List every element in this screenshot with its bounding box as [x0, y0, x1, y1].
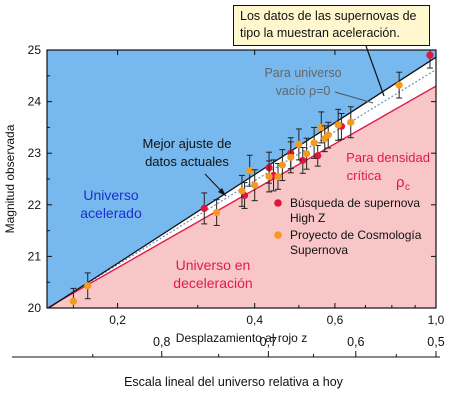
- x-tick-label-3: 1,0: [428, 313, 445, 327]
- empty-universe-label-line-1: Para universo: [264, 66, 341, 80]
- decelerating-label-line-2: deceleración: [173, 275, 252, 291]
- secondary-tick-label-3: 0,5: [427, 335, 444, 349]
- data-point-s1-9: [287, 153, 295, 161]
- y-tick-label-4: 24: [28, 95, 42, 109]
- data-point-s1-17: [347, 118, 355, 126]
- x-tick-label-2: 0,6: [327, 313, 344, 327]
- data-point-s0-0: [200, 204, 208, 213]
- accelerating-label-line-1: Universo: [83, 187, 138, 203]
- data-point-s1-3: [238, 187, 246, 195]
- secondary-tick-label-1: 0,7: [260, 335, 277, 349]
- y-tick-label-3: 23: [28, 146, 42, 160]
- data-point-s0-8: [426, 51, 434, 59]
- callout-pointer: [365, 45, 385, 97]
- best-fit-label-line-2: datos actuales: [145, 154, 229, 169]
- legend-label-1-line-1: Proyecto de Cosmología: [290, 228, 422, 242]
- x-tick-label-1: 0,4: [246, 313, 263, 327]
- data-point-s0-5: [299, 156, 307, 165]
- data-point-s1-4: [246, 167, 254, 175]
- data-point-s1-11: [303, 150, 311, 158]
- legend-marker-0: [274, 199, 282, 207]
- y-tick-label-2: 22: [28, 198, 42, 212]
- accelerating-label-line-2: acelerado: [80, 205, 142, 221]
- data-point-s1-10: [295, 140, 303, 149]
- empty-universe-pointer: [334, 91, 374, 104]
- data-point-s1-16: [334, 121, 342, 129]
- callout-line-2: tipo la muestran aceleración.: [240, 26, 400, 40]
- y-axis-label: Magnitud observada: [3, 124, 17, 233]
- y-tick-label-5: 25: [28, 43, 42, 57]
- x-tick-label-0: 0,2: [109, 313, 126, 327]
- data-point-s1-6: [265, 172, 273, 181]
- decelerating-label-line-1: Universo en: [176, 257, 251, 273]
- data-point-s1-12: [310, 139, 318, 147]
- critical-density-symbol-sub: c: [405, 182, 410, 193]
- data-point-s0-6: [314, 152, 322, 160]
- data-point-s1-13: [317, 123, 325, 131]
- empty-universe-label-line-2: vacío ρ=0: [276, 84, 331, 98]
- callout-box: Los datos de las supernovas de tipo la m…: [233, 5, 430, 46]
- x-axis-label: Desplazamiento al rojo z: [176, 331, 307, 345]
- critical-density-label-line-2: crítica: [347, 168, 382, 183]
- secondary-tick-label-2: 0,6: [347, 335, 364, 349]
- best-fit-pointer-head: [218, 188, 226, 196]
- legend-label-0-line-2: High Z: [290, 211, 325, 225]
- legend-label-1-line-2: Supernova: [290, 243, 348, 257]
- y-tick-label-0: 20: [28, 301, 42, 315]
- critical-density-label-line-1: Para densidad: [346, 150, 430, 165]
- data-point-s1-8: [278, 161, 286, 169]
- data-point-s1-1: [84, 282, 92, 290]
- secondary-tick-label-0: 0,8: [153, 335, 170, 349]
- data-point-s1-5: [251, 181, 259, 189]
- secondary-axis-label: Escala lineal del universo relativa a ho…: [124, 375, 344, 389]
- data-point-s1-15: [324, 131, 332, 139]
- y-tick-label-1: 21: [28, 249, 42, 263]
- legend-marker-1: [274, 231, 282, 239]
- legend-label-0-line-1: Búsqueda de supernova: [290, 196, 420, 210]
- data-point-s1-2: [213, 208, 221, 217]
- best-fit-label-line-1: Mejor ajuste de: [143, 136, 232, 151]
- critical-density-symbol: ρ: [396, 174, 405, 191]
- data-point-s1-0: [69, 297, 78, 305]
- data-point-s1-7: [274, 172, 282, 181]
- data-point-s1-18: [395, 81, 403, 89]
- callout-line-1: Los datos de las supernovas de: [240, 9, 417, 23]
